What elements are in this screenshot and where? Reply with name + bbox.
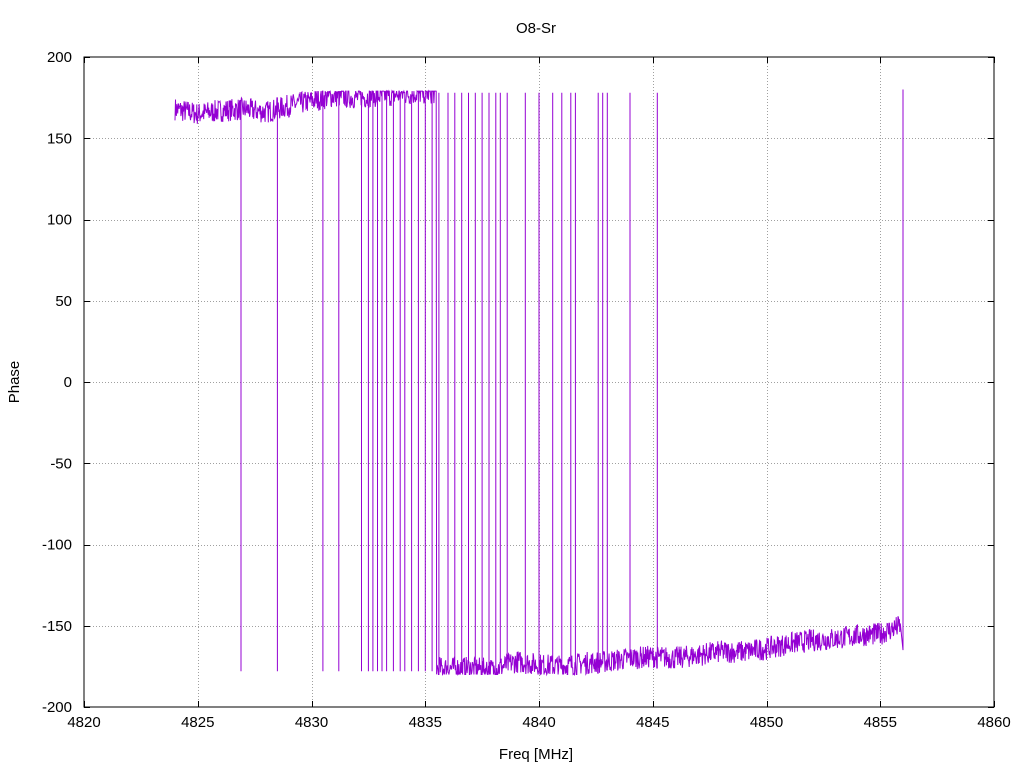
y-tick-label: 0 [64,374,72,391]
y-tick-label: -200 [42,699,72,716]
x-tick-label: 4820 [67,714,100,731]
x-tick-label: 4860 [977,714,1010,731]
x-tick-label: 4825 [181,714,214,731]
x-tick-label: 4840 [522,714,555,731]
y-tick-label: 200 [47,49,72,66]
y-tick-labels: -200 -150 -100 -50 0 50 100 150 200 [42,49,72,716]
y-tick-label: -50 [50,455,72,472]
x-tick-label: 4845 [636,714,669,731]
plot-area [174,89,904,677]
y-tick-label: 100 [47,212,72,229]
axis-ticks [84,57,995,708]
x-tick-label: 4855 [864,714,897,731]
x-tick-labels: 4820 4825 4830 4835 4840 4845 4850 4855 4860 [67,714,1010,731]
x-axis-label: Freq [MHz] [499,746,573,763]
y-tick-label: 50 [55,293,72,310]
y-axis-label: Phase [6,361,23,404]
x-tick-label: 4835 [409,714,442,731]
y-tick-label: -100 [42,537,72,554]
x-tick-label: 4850 [750,714,783,731]
y-tick-label: -150 [42,618,72,635]
x-tick-label: 4830 [295,714,328,731]
phase-series-line [174,89,904,677]
chart-title: O8-Sr [516,20,556,37]
y-tick-label: 150 [47,130,72,147]
